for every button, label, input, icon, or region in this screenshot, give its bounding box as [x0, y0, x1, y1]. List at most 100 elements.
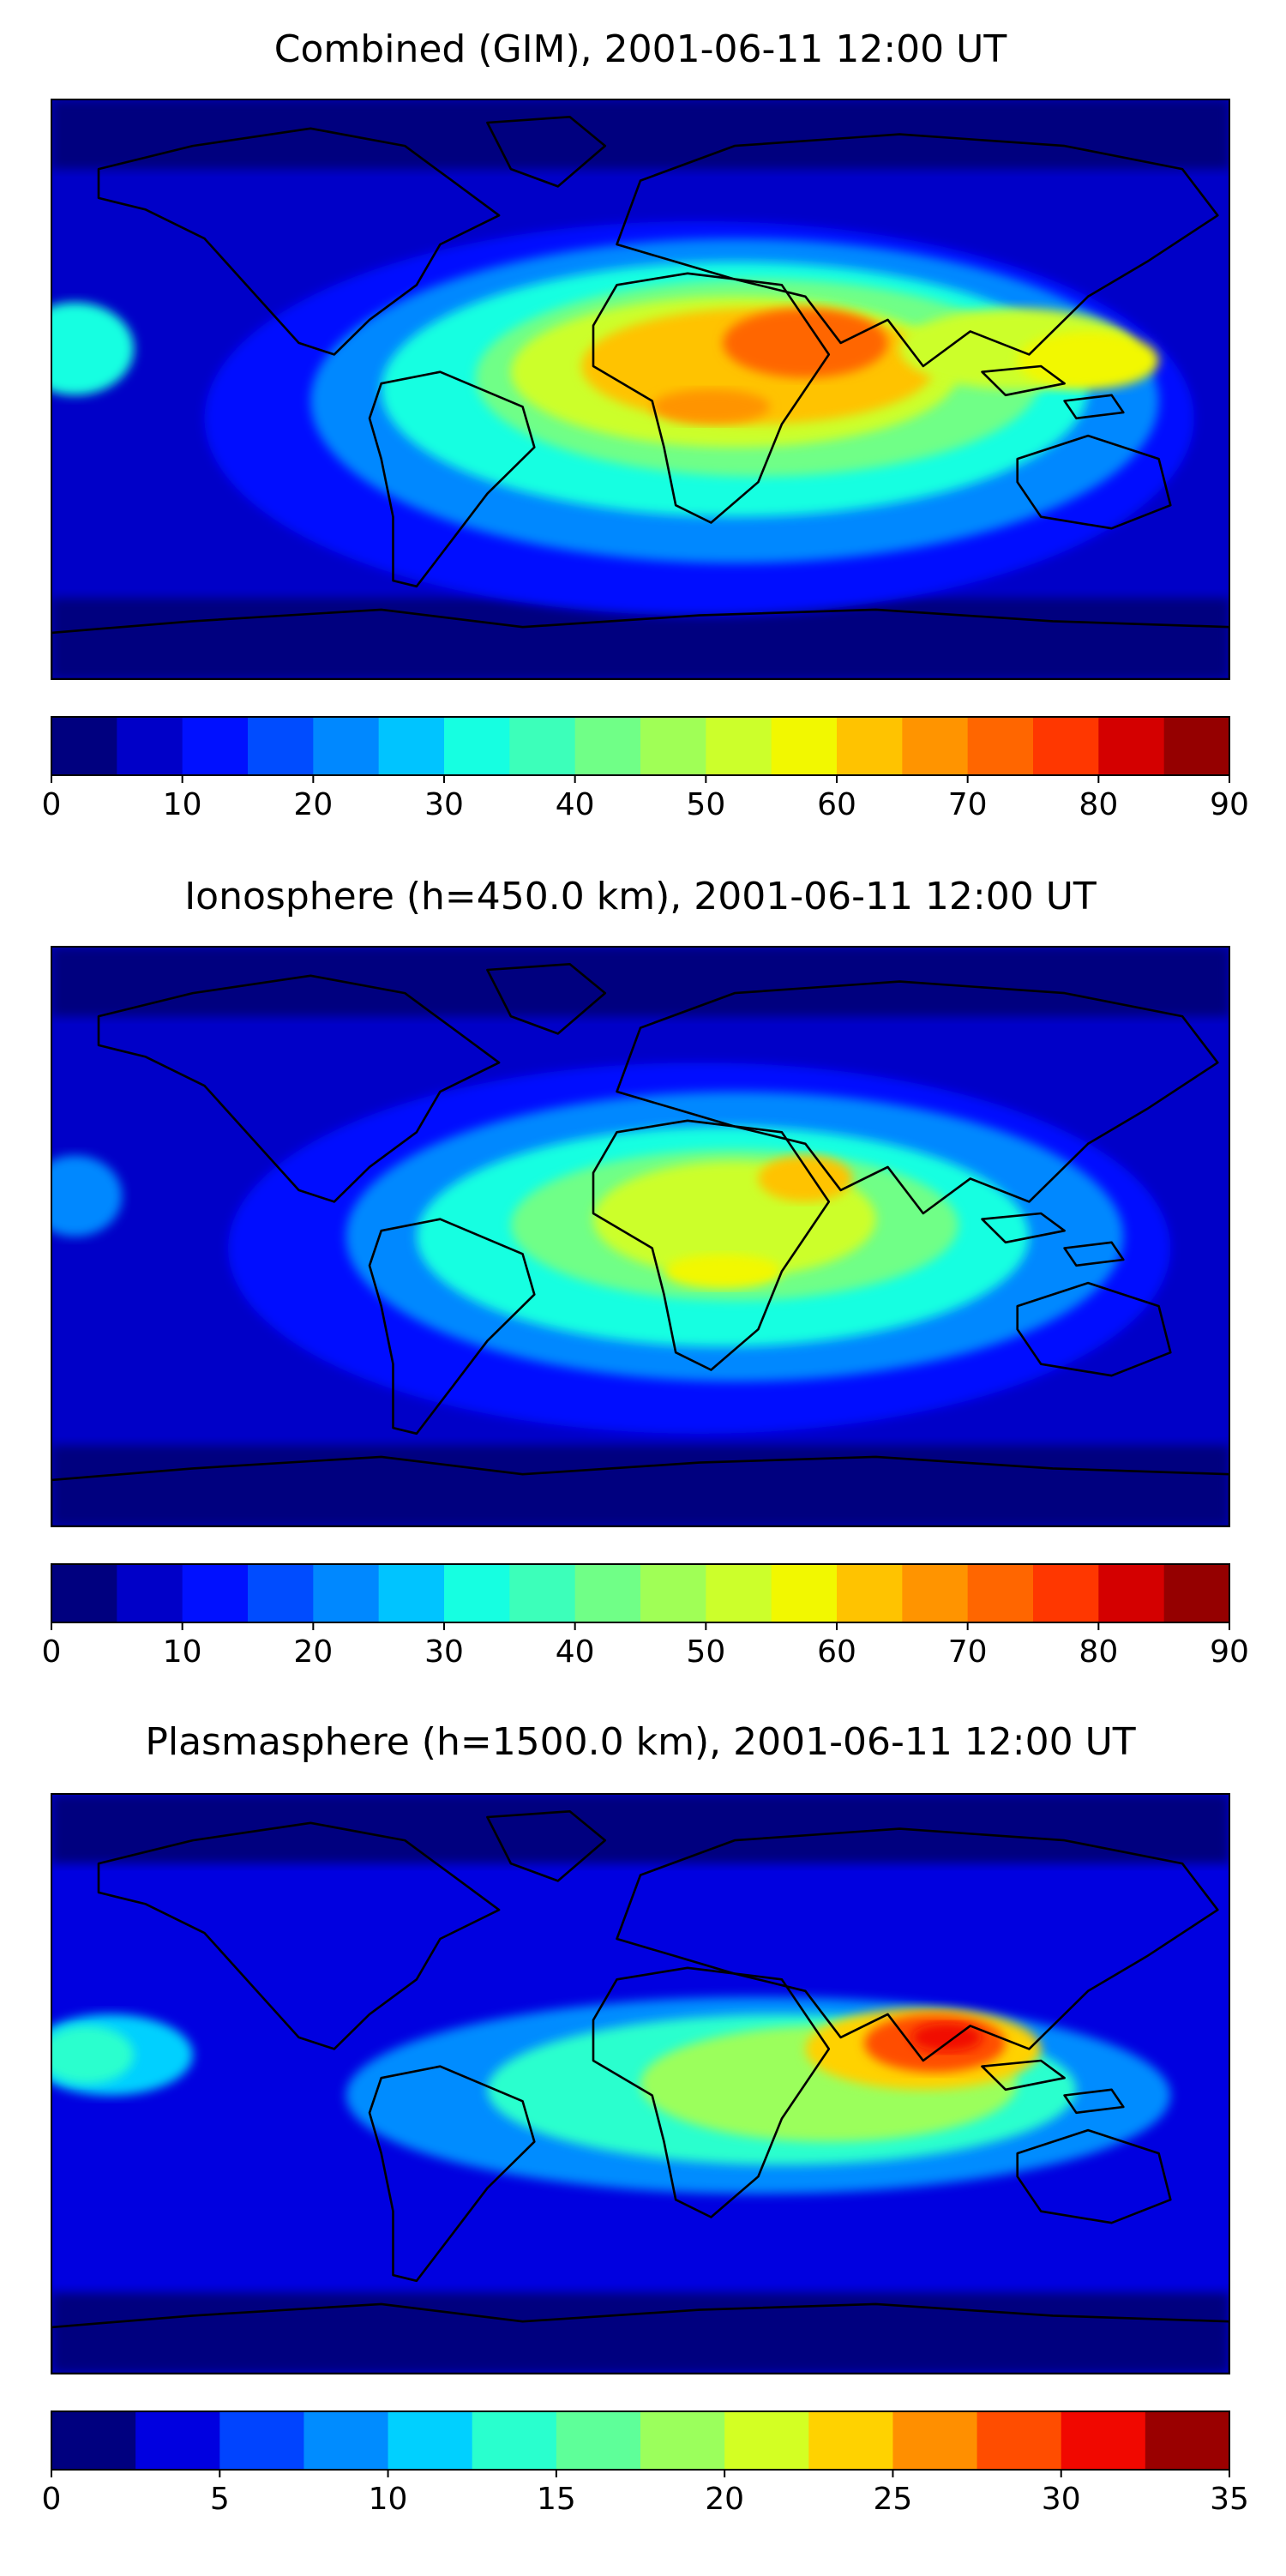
colorbar-swatch — [509, 1564, 576, 1622]
colorbar: 0 10 20 30 40 50 60 70 80 90 — [42, 716, 1249, 822]
colorbar: 0 5 10 15 20 25 30 35 — [42, 2410, 1249, 2517]
colorbar-swatch — [1033, 717, 1099, 775]
colorbar-swatch — [837, 1564, 903, 1622]
colorbar-tick-label: 30 — [424, 787, 464, 822]
coastline — [51, 1455, 1229, 1526]
colorbar-swatch — [51, 717, 117, 775]
coastline — [368, 1218, 536, 1435]
colorbar-swatch — [388, 2411, 473, 2470]
colorbar-swatch — [902, 1564, 969, 1622]
coastline — [981, 2059, 1066, 2091]
colorbar-swatch — [135, 2411, 220, 2470]
colorbar-swatch — [574, 1564, 641, 1622]
colorbar-swatch — [472, 2411, 557, 2470]
colorbar-swatch — [1098, 717, 1165, 775]
colorbar-swatch — [892, 2411, 978, 2470]
colorbar-swatch — [378, 717, 445, 775]
colorbar-swatch — [117, 1564, 183, 1622]
colorbar-swatch — [182, 717, 249, 775]
map-frame — [51, 1793, 1230, 2374]
colorbar-tick-label: 0 — [42, 2482, 62, 2517]
colorbar-swatch — [1033, 1564, 1099, 1622]
contour-region — [758, 1155, 853, 1202]
colorbar-swatch — [640, 717, 706, 775]
colorbar-swatch — [706, 1564, 772, 1622]
colorbar-swatch — [313, 717, 380, 775]
colorbar-swatch — [303, 2411, 389, 2470]
panel-title: Plasmasphere (h=1500.0 km), 2001-06-11 1… — [145, 1720, 1135, 1764]
panel-1: Combined (GIM), 2001-06-11 12:00 UT 0 10 20… — [42, 27, 1249, 822]
coastline — [616, 133, 1219, 368]
colorbar-swatch — [771, 717, 838, 775]
colorbar-tick-label: 80 — [1079, 1634, 1118, 1670]
colorbar-tick-label: 15 — [537, 2482, 576, 2517]
colorbar-swatch — [724, 2411, 809, 2470]
colorbar-swatch — [640, 2411, 725, 2470]
coastline — [981, 364, 1066, 397]
colorbar-tick-label: 60 — [817, 787, 856, 822]
contour-region — [723, 308, 888, 378]
coastline — [1063, 2088, 1125, 2115]
colorbar-swatch — [51, 1564, 117, 1622]
coastline — [592, 1119, 831, 1371]
panel-2: Ionosphere (h=450.0 km), 2001-06-11 12:0… — [42, 875, 1249, 1670]
coastline — [616, 1827, 1219, 2062]
colorbar-swatch — [1163, 717, 1230, 775]
colorbar-swatch — [117, 717, 183, 775]
panel-3: Plasmasphere (h=1500.0 km), 2001-06-11 1… — [42, 1720, 1249, 2517]
colorbar-tick-label: 50 — [686, 787, 725, 822]
contour-region — [1017, 331, 1159, 390]
colorbar-tick-label: 25 — [874, 2482, 913, 2517]
colorbar-swatch — [1163, 1564, 1230, 1622]
colorbar-tick-label: 60 — [817, 1634, 856, 1670]
colorbar-swatch — [313, 1564, 380, 1622]
colorbar-tick-label: 70 — [948, 1634, 988, 1670]
panel-title: Ionosphere (h=450.0 km), 2001-06-11 12:0… — [184, 875, 1097, 918]
coastline — [368, 2065, 536, 2283]
colorbar-swatch — [574, 717, 641, 775]
colorbar-swatch — [51, 2411, 136, 2470]
colorbar-swatch — [248, 1564, 314, 1622]
contour-region — [51, 1155, 123, 1237]
heatmap-field — [51, 99, 1229, 679]
coastline — [368, 370, 536, 588]
colorbar-swatch — [967, 1564, 1034, 1622]
colorbar-swatch — [1145, 2411, 1230, 2470]
colorbar-swatch — [706, 717, 772, 775]
colorbar-tick-label: 20 — [293, 787, 333, 822]
colorbar-tick-label: 5 — [210, 2482, 230, 2517]
coastline — [486, 1810, 607, 1882]
colorbar-tick-label: 80 — [1079, 787, 1118, 822]
colorbar-tick-label: 30 — [1042, 2482, 1081, 2517]
contour-region — [51, 302, 135, 395]
coastline — [97, 1821, 501, 2050]
colorbar-tick-label: 90 — [1210, 1634, 1249, 1670]
colorbar-tick-label: 0 — [42, 1634, 62, 1670]
colorbar-tick-label: 70 — [948, 787, 988, 822]
coastline — [1016, 2128, 1172, 2224]
coastline — [592, 272, 831, 524]
colorbar-swatch — [509, 717, 576, 775]
colorbar-tick-label: 40 — [556, 787, 595, 822]
colorbar-swatch — [771, 1564, 838, 1622]
colorbar-tick-label: 90 — [1210, 787, 1249, 822]
contour-region — [51, 2025, 135, 2084]
colorbar-tick-label: 35 — [1210, 2482, 1249, 2517]
colorbar-tick-label: 10 — [163, 1634, 202, 1670]
colorbar-tick-label: 40 — [556, 1634, 595, 1670]
contour-region — [664, 1254, 782, 1289]
coastline — [486, 116, 607, 188]
colorbar-swatch — [902, 717, 969, 775]
heatmap-field — [51, 947, 1229, 1526]
colorbar-swatch — [556, 2411, 641, 2470]
coastline — [1016, 434, 1172, 530]
colorbar-tick-label: 20 — [705, 2482, 744, 2517]
colorbar-swatch — [444, 1564, 510, 1622]
colorbar-swatch — [640, 1564, 706, 1622]
coastline — [51, 2302, 1229, 2374]
colorbar-tick-label: 20 — [293, 1634, 333, 1670]
colorbar-tick-label: 50 — [686, 1634, 725, 1670]
colorbar-swatch — [977, 2411, 1062, 2470]
coastline — [1063, 394, 1125, 420]
